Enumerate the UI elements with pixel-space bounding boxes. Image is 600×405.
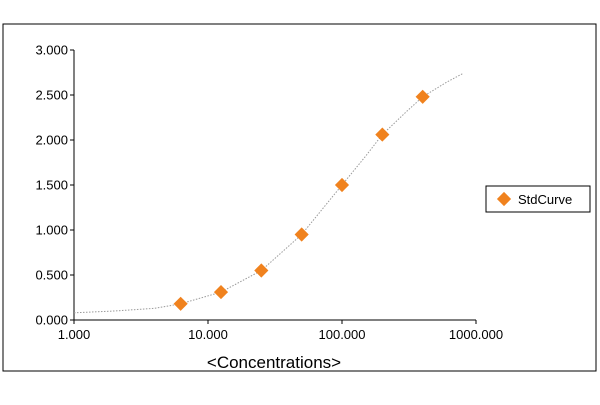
y-tick-label: 0.500: [35, 268, 68, 283]
legend-marker-diamond-icon: [496, 191, 512, 207]
y-tick-label: 1.500: [35, 178, 68, 193]
data-points: [173, 89, 430, 311]
plot-area: 0.000 0.500 1.000 1.500 2.000 2.500 3.000 1.00…: [35, 43, 503, 343]
x-axis-ticks: 1.000 10.000 100.000 1000.000: [58, 320, 503, 342]
x-tick-label: 10.000: [188, 327, 228, 342]
x-tick-label: 1.000: [58, 327, 91, 342]
y-tick-label: 2.500: [35, 88, 68, 103]
fit-curve-line: [73, 72, 464, 314]
legend-label: StdCurve: [518, 192, 572, 207]
x-tick-label: 1000.000: [449, 327, 503, 342]
legend: StdCurve: [485, 185, 591, 213]
y-tick-label: 1.000: [35, 223, 68, 238]
data-point-diamond: [173, 296, 188, 311]
y-axis-ticks: 0.000 0.500 1.000 1.500 2.000 2.500 3.000: [35, 43, 74, 328]
y-tick-label: 0.000: [35, 313, 68, 328]
data-point-diamond: [254, 263, 269, 278]
data-point-diamond: [334, 177, 350, 193]
fit-curve-layer: [73, 72, 464, 314]
y-tick-label: 3.000: [35, 43, 68, 58]
data-point-diamond: [375, 127, 390, 142]
data-point-diamond: [213, 285, 229, 300]
data-point-diamond: [294, 227, 309, 242]
x-tick-label: 100.000: [319, 327, 366, 342]
y-tick-label: 2.000: [35, 133, 68, 148]
data-point-diamond: [415, 89, 430, 104]
x-axis-title: <Concentrations>: [207, 353, 341, 372]
